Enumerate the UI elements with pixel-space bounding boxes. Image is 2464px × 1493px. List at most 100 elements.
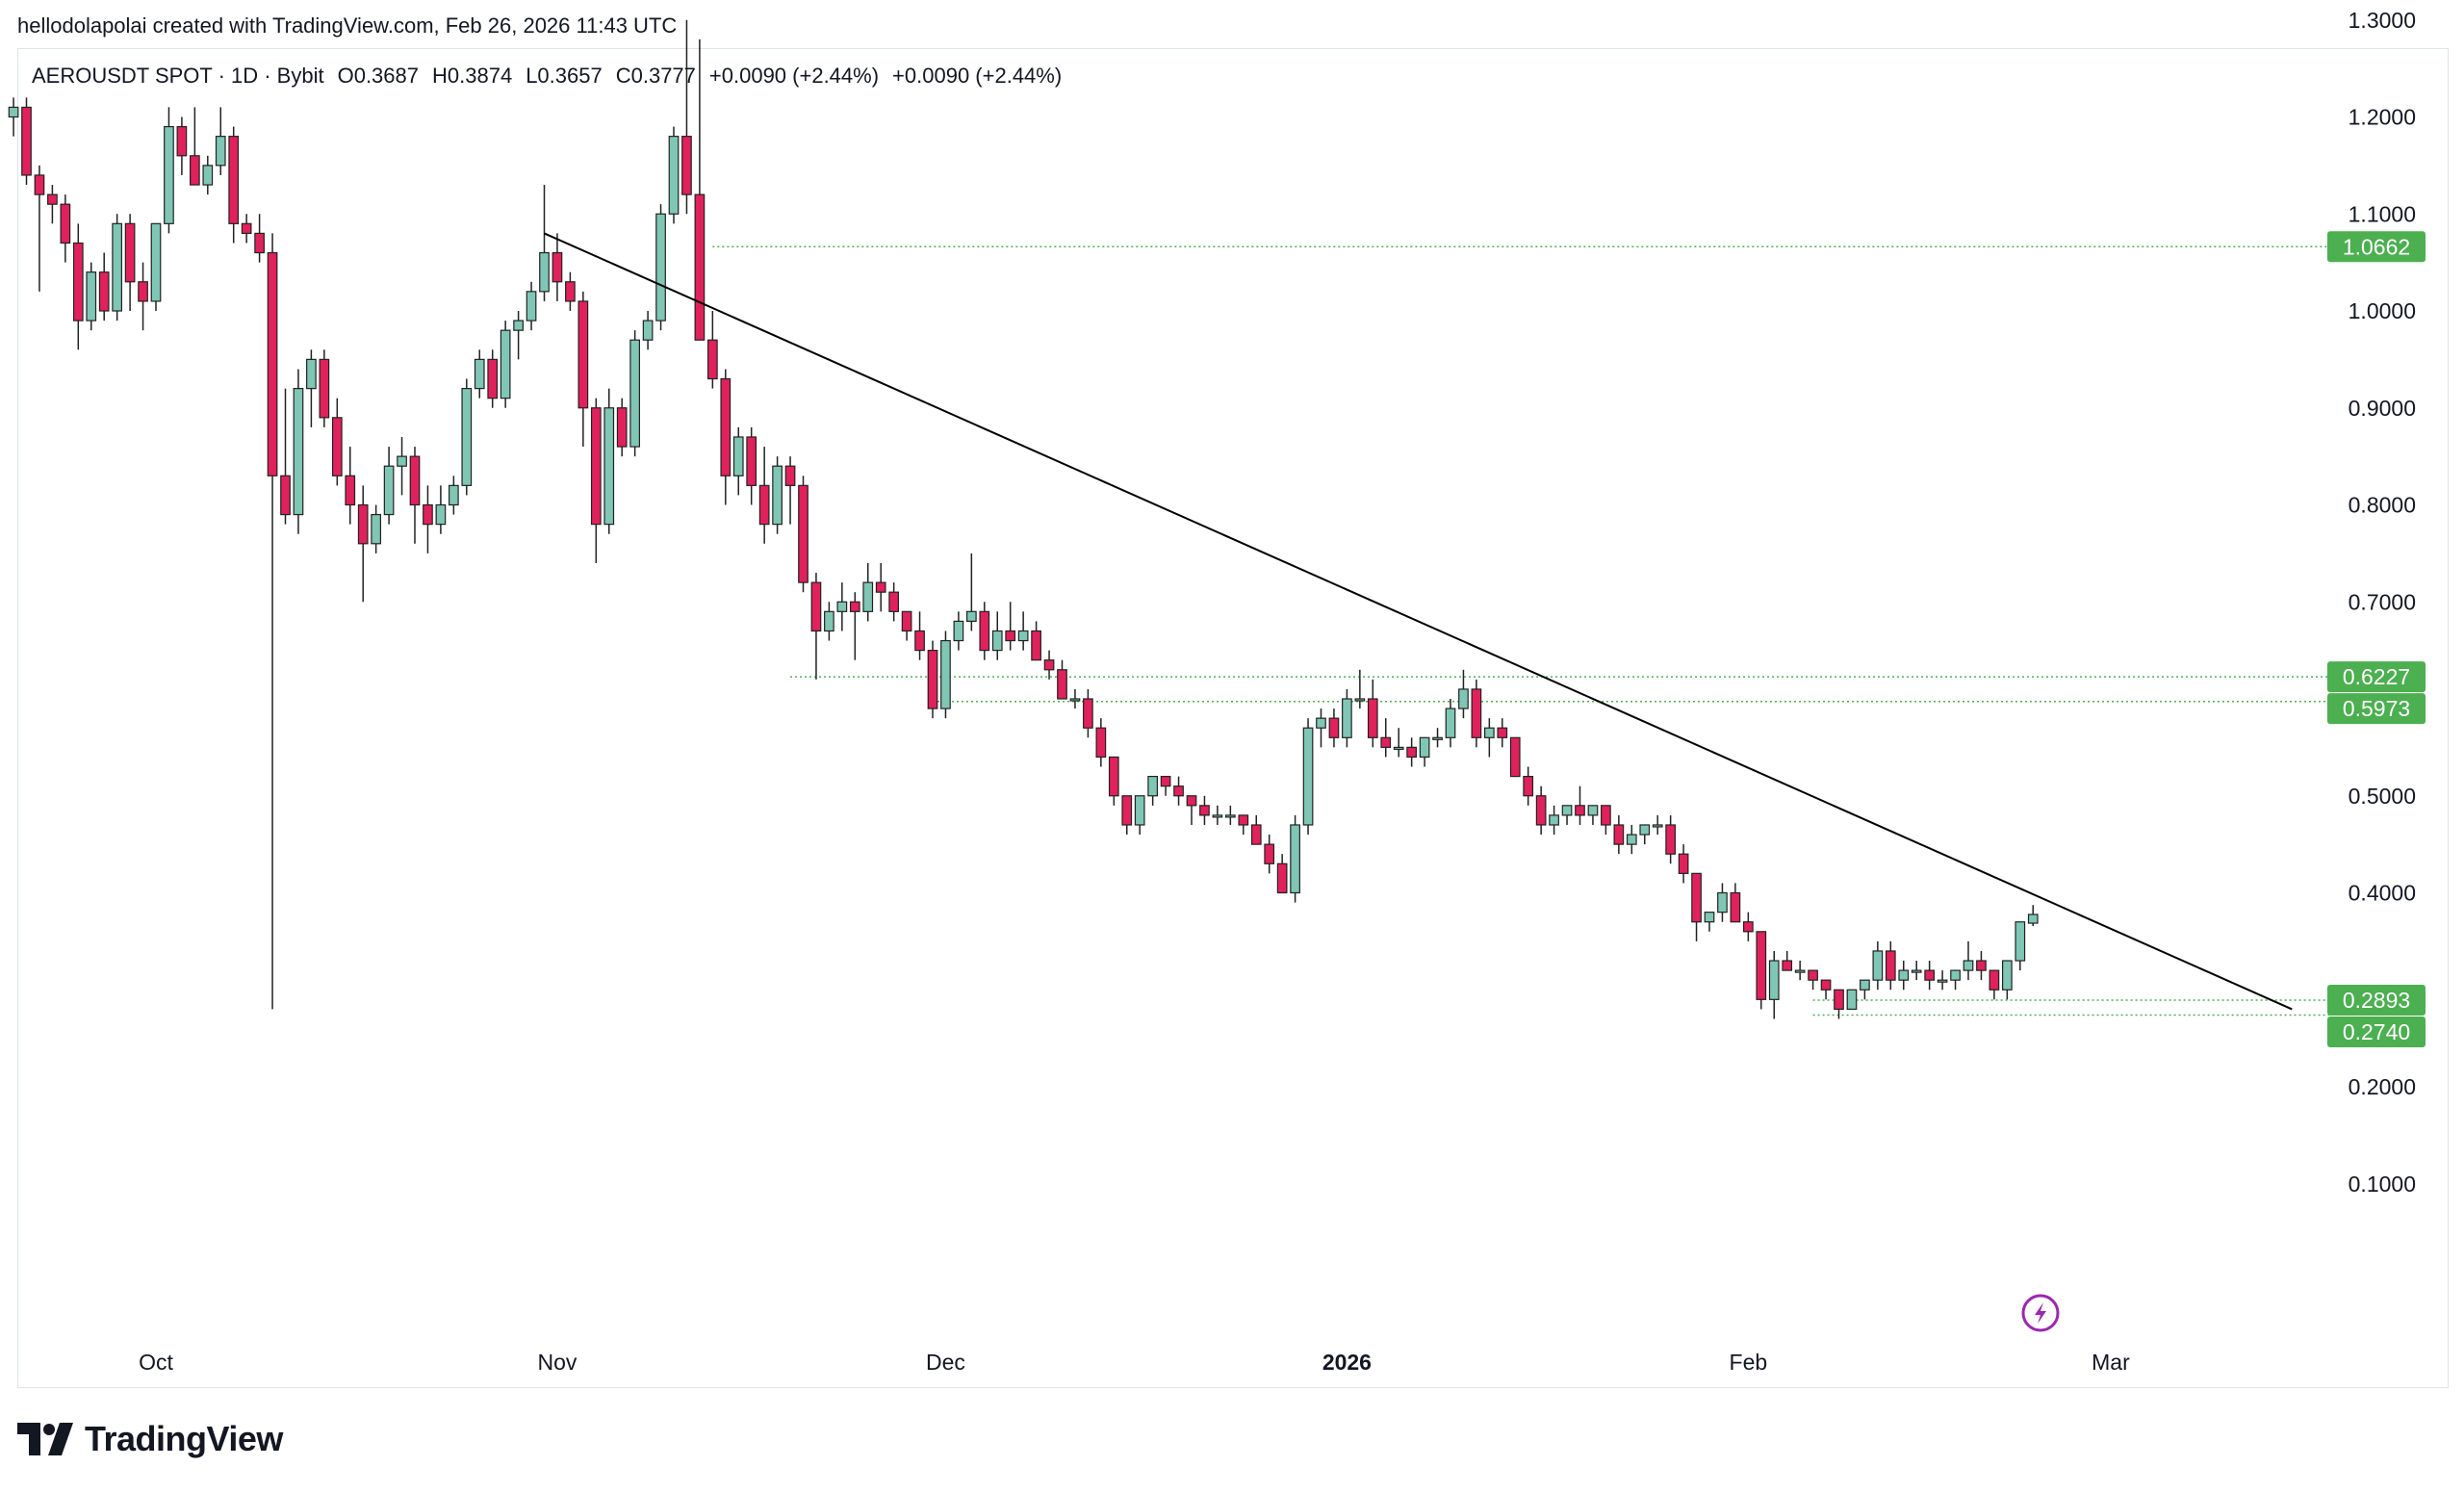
candle[interactable]	[798, 476, 808, 593]
trendline[interactable]	[544, 232, 2293, 1011]
candle[interactable]	[1290, 814, 1300, 903]
candle[interactable]	[1937, 970, 1948, 991]
candle[interactable]	[202, 155, 214, 195]
candle[interactable]	[642, 311, 654, 350]
candle[interactable]	[319, 349, 330, 427]
candle[interactable]	[176, 116, 188, 175]
candle[interactable]	[1549, 805, 1559, 836]
candle[interactable]	[1976, 950, 1987, 981]
candle[interactable]	[1147, 775, 1159, 806]
candle[interactable]	[2002, 960, 2013, 1000]
candle[interactable]	[1885, 940, 1896, 991]
candle[interactable]	[1691, 872, 1702, 941]
candle[interactable]	[21, 97, 32, 186]
candle[interactable]	[2027, 905, 2039, 927]
candle[interactable]	[1017, 611, 1029, 651]
candle[interactable]	[758, 447, 770, 544]
candle[interactable]	[1108, 756, 1119, 806]
candle[interactable]	[1250, 814, 1262, 845]
candle[interactable]	[1445, 699, 1456, 748]
candle[interactable]	[371, 504, 381, 553]
tradingview-logo[interactable]: TradingView	[17, 1419, 283, 1459]
candle[interactable]	[681, 19, 692, 215]
candle[interactable]	[241, 214, 252, 244]
candle[interactable]	[603, 388, 615, 534]
candle[interactable]	[1652, 814, 1663, 836]
candle[interactable]	[1160, 775, 1171, 796]
candle[interactable]	[1005, 602, 1016, 651]
candle[interactable]	[1808, 969, 1818, 991]
candle[interactable]	[60, 194, 71, 263]
candle[interactable]	[1069, 688, 1081, 709]
candle[interactable]	[1121, 795, 1133, 836]
candle[interactable]	[927, 640, 938, 719]
candle[interactable]	[1756, 931, 1767, 1010]
candle[interactable]	[1924, 961, 1936, 991]
candle[interactable]	[1742, 912, 1754, 941]
candle[interactable]	[1043, 650, 1055, 680]
candle[interactable]	[293, 369, 304, 534]
candle[interactable]	[655, 204, 666, 331]
candle[interactable]	[1393, 728, 1404, 758]
candle[interactable]	[1587, 805, 1599, 825]
candle[interactable]	[2015, 921, 2026, 971]
candle[interactable]	[1483, 718, 1495, 758]
candle[interactable]	[1354, 669, 1366, 709]
candle[interactable]	[836, 582, 848, 631]
candle[interactable]	[500, 321, 511, 408]
candle[interactable]	[383, 447, 395, 525]
candle[interactable]	[629, 330, 641, 457]
candle[interactable]	[1872, 940, 1884, 991]
candle[interactable]	[1186, 795, 1197, 825]
candle[interactable]	[1989, 969, 2000, 1000]
candle[interactable]	[449, 476, 459, 515]
candle[interactable]	[1497, 718, 1508, 748]
candle[interactable]	[1095, 718, 1107, 767]
candle[interactable]	[228, 126, 240, 244]
candle[interactable]	[34, 165, 45, 292]
lightning-icon[interactable]	[2021, 1294, 2060, 1332]
candle[interactable]	[565, 271, 576, 311]
candle[interactable]	[1264, 835, 1275, 874]
candle[interactable]	[1238, 814, 1249, 836]
candle[interactable]	[215, 107, 226, 175]
candle[interactable]	[706, 311, 718, 389]
candle[interactable]	[1639, 824, 1651, 845]
candle[interactable]	[1031, 621, 1041, 661]
candle[interactable]	[124, 214, 136, 311]
candle[interactable]	[1316, 708, 1326, 748]
candle[interactable]	[1535, 785, 1547, 836]
candle[interactable]	[1626, 824, 1637, 855]
candle[interactable]	[345, 447, 356, 525]
candle[interactable]	[875, 562, 886, 612]
candle[interactable]	[1911, 961, 1922, 981]
candle[interactable]	[409, 447, 421, 544]
candle[interactable]	[979, 602, 990, 660]
candle[interactable]	[616, 398, 628, 457]
candle[interactable]	[164, 107, 174, 234]
candle[interactable]	[1134, 795, 1145, 836]
candle[interactable]	[397, 436, 407, 496]
candle[interactable]	[539, 185, 550, 301]
candle[interactable]	[1276, 854, 1288, 894]
candle[interactable]	[1782, 950, 1793, 971]
candle[interactable]	[513, 311, 524, 360]
candle[interactable]	[732, 426, 744, 496]
candle[interactable]	[991, 611, 1003, 660]
candle[interactable]	[98, 252, 110, 322]
candle[interactable]	[1846, 989, 1858, 1010]
candle[interactable]	[824, 602, 834, 641]
candle[interactable]	[1471, 679, 1482, 748]
candle[interactable]	[435, 485, 447, 534]
candle[interactable]	[888, 582, 900, 622]
candle[interactable]	[720, 369, 732, 505]
candle[interactable]	[1419, 736, 1430, 767]
candle[interactable]	[1523, 766, 1534, 806]
candle[interactable]	[1601, 805, 1611, 836]
candle[interactable]	[1173, 776, 1184, 806]
candle[interactable]	[1678, 844, 1689, 884]
candle[interactable]	[1860, 979, 1870, 1000]
candle[interactable]	[112, 214, 123, 322]
candle[interactable]	[953, 611, 964, 651]
